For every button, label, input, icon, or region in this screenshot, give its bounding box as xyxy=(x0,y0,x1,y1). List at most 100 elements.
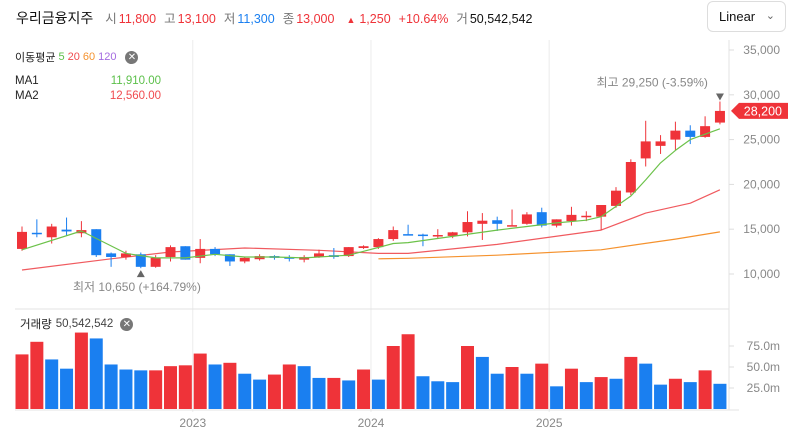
ma1-label: MA1 xyxy=(15,75,39,87)
candle xyxy=(432,229,443,240)
candle-body xyxy=(210,248,221,255)
candle xyxy=(625,159,636,196)
ma5-line xyxy=(21,128,721,259)
low-label: 저 xyxy=(223,12,236,26)
candle xyxy=(284,255,295,262)
high-marker-icon xyxy=(715,93,724,101)
candle-body xyxy=(120,253,131,257)
candle xyxy=(521,212,532,225)
candle-body xyxy=(611,190,621,206)
ma2-label: MA2 xyxy=(15,90,39,102)
candle xyxy=(31,219,42,238)
candle-body xyxy=(581,215,592,218)
volume-bar xyxy=(164,366,177,409)
volume-bar xyxy=(60,368,74,409)
change-amount: 1,250 xyxy=(359,12,391,26)
volume-legend-value: 50,542,542 xyxy=(55,318,114,330)
volume-legend-title: 거래량 xyxy=(20,319,52,331)
candle xyxy=(195,239,206,264)
candle-body xyxy=(685,130,696,137)
candle-body xyxy=(254,256,265,260)
x-tick-label: 2024 xyxy=(358,416,385,430)
candle-body xyxy=(432,235,443,237)
candle xyxy=(150,255,161,268)
ma2-value: 12,560.00 xyxy=(109,90,161,102)
candle-body xyxy=(462,222,473,233)
candle xyxy=(492,216,503,231)
volume-bar xyxy=(104,364,118,409)
volume-bar xyxy=(594,377,608,409)
close-ma-icon[interactable]: ✕ xyxy=(125,50,139,64)
candle-body xyxy=(373,239,384,248)
volume-bar xyxy=(416,376,430,409)
ma-legend-title: 이동평균 xyxy=(15,52,56,64)
volume-bar xyxy=(30,341,44,409)
volume-bar xyxy=(624,356,638,409)
ma-period-5[interactable]: 5 xyxy=(58,51,65,63)
lowest-price-label: 최저 10,650 (+164.79%) xyxy=(73,280,201,294)
candle-body xyxy=(46,226,57,238)
volume-bar xyxy=(193,353,207,409)
ma1-value: 11,910.00 xyxy=(110,75,161,87)
candle-body xyxy=(106,253,117,257)
ma-period-120[interactable]: 120 xyxy=(98,51,117,63)
open-price: 11,800 xyxy=(118,12,157,26)
close-volume-icon[interactable]: ✕ xyxy=(120,317,134,331)
candle-body xyxy=(596,205,607,217)
moving-average-legend: 이동평균 5 20 60 120 ✕ xyxy=(15,49,139,65)
candle xyxy=(17,226,27,251)
candle-body xyxy=(314,253,324,257)
volume-tick-label: 25.0m xyxy=(747,381,780,395)
scale-dropdown[interactable]: Linear ⌄ xyxy=(707,1,786,32)
candle-body xyxy=(655,141,666,146)
y-tick-label: 20,000 xyxy=(743,177,780,191)
candle xyxy=(670,121,681,151)
triangle-up-icon: ▲ xyxy=(346,15,356,25)
candle xyxy=(566,206,577,226)
candle-body xyxy=(714,110,725,123)
last-price-label: 28,200 xyxy=(744,104,782,118)
volume-bar xyxy=(74,332,88,409)
high-price: 13,100 xyxy=(177,12,216,26)
candle-body xyxy=(403,234,414,236)
candle-body xyxy=(417,234,428,237)
candle xyxy=(91,229,102,257)
candle-body xyxy=(640,141,651,159)
ma2-row: MA2 12,560.00 xyxy=(15,90,161,102)
volume-bar xyxy=(713,383,727,409)
volume-bar xyxy=(312,377,326,409)
volume-bar xyxy=(282,364,296,409)
candle xyxy=(714,101,725,125)
candle xyxy=(611,187,621,208)
candle-body xyxy=(180,246,191,260)
candle-body xyxy=(358,246,369,249)
ma-period-20[interactable]: 20 xyxy=(67,51,80,63)
volume-bar xyxy=(639,363,653,409)
candle xyxy=(596,205,607,231)
candle xyxy=(120,250,131,260)
candle-body xyxy=(625,162,636,193)
candle xyxy=(507,209,518,227)
volume-bar xyxy=(297,366,311,409)
candle xyxy=(640,120,651,167)
volume-bar xyxy=(178,365,192,409)
volume-bar xyxy=(238,373,252,409)
open-label: 시 xyxy=(105,12,117,26)
candle-body xyxy=(17,231,27,249)
candle-body xyxy=(61,229,72,232)
candle-body xyxy=(670,130,681,140)
stock-header: 우리금융지주 시 11,800 고 13,100 저 11,300 종 13,000 ▲… xyxy=(16,8,540,28)
candle-body xyxy=(91,229,102,256)
candle-body xyxy=(150,257,161,267)
ma-period-60[interactable]: 60 xyxy=(82,51,96,63)
last-price-tag xyxy=(731,102,788,119)
candle-body xyxy=(566,214,577,222)
volume-bar xyxy=(15,354,29,409)
volume-bar xyxy=(550,386,564,409)
volume-bar xyxy=(698,370,712,409)
volume-bar xyxy=(654,384,668,409)
volume-bar xyxy=(45,359,59,409)
candle xyxy=(165,245,176,262)
candle-body xyxy=(224,254,235,262)
